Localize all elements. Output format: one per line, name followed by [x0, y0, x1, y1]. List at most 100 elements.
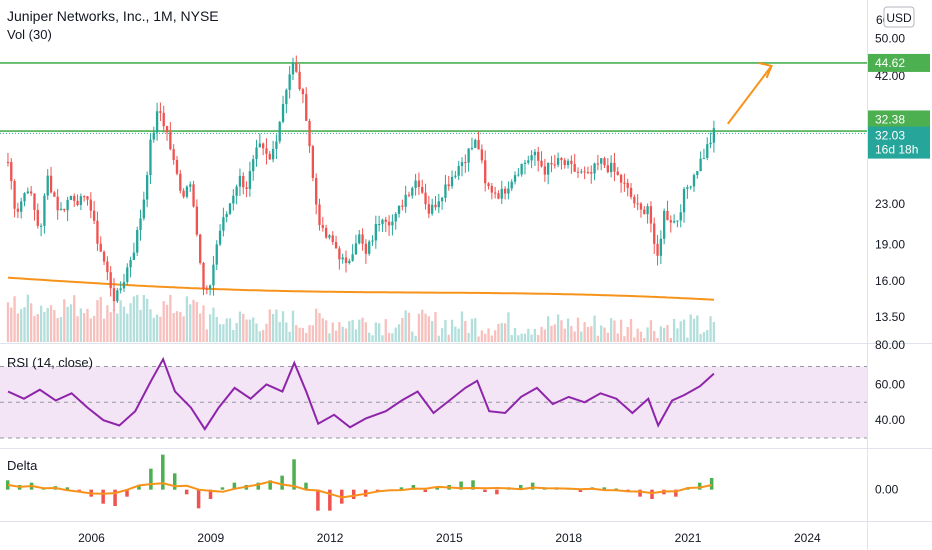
volume-bar	[205, 329, 208, 342]
candle-body	[126, 267, 129, 283]
volume-bar	[566, 318, 570, 342]
candle-body	[702, 157, 706, 159]
volume-bar	[371, 335, 374, 342]
candle-body	[503, 188, 507, 194]
delta-bar	[674, 489, 678, 497]
volume-bar	[149, 309, 152, 342]
volume-bar	[308, 325, 311, 342]
currency-button-label[interactable]: USD	[886, 11, 912, 25]
price-tick-label: 13.50	[875, 310, 905, 324]
volume-bar	[76, 316, 79, 342]
candle-body	[331, 235, 334, 242]
volume-bar	[666, 325, 669, 342]
delta-bar	[518, 485, 523, 490]
candle-body	[288, 74, 291, 90]
volume-bar	[450, 319, 454, 342]
candle-body	[540, 160, 543, 167]
volume-bar	[679, 321, 682, 342]
candle-body	[142, 199, 145, 219]
candle-body	[192, 184, 195, 207]
volume-bar	[222, 324, 225, 342]
candle-body	[556, 158, 560, 165]
volume-bar	[73, 295, 76, 342]
volume-bar	[550, 325, 553, 342]
volume-bar	[129, 303, 132, 342]
volume-bar	[606, 332, 609, 342]
candle-body	[238, 175, 242, 187]
volume-bar	[20, 309, 23, 342]
candle-body	[659, 238, 663, 256]
volume-bar	[162, 301, 165, 342]
volume-bar	[656, 338, 659, 342]
candle-body	[324, 227, 328, 238]
volume-bar	[165, 304, 169, 342]
candle-body	[507, 188, 510, 194]
delta-bar	[602, 487, 607, 490]
candle-body	[397, 205, 401, 214]
candle-body	[66, 199, 69, 211]
volume-bar	[596, 335, 600, 342]
volume-bar	[407, 312, 411, 342]
volume-bar	[212, 307, 215, 342]
candle-body	[145, 175, 149, 200]
candle-body	[348, 260, 351, 263]
volume-bar	[709, 316, 712, 342]
volume-bar	[633, 337, 636, 342]
time-axis: 2006 2009 2012 2015 2018 2021 2024	[78, 531, 821, 545]
volume-bar	[192, 299, 195, 342]
volume-bar	[540, 326, 543, 342]
volume-bar	[457, 328, 460, 342]
candle-body	[261, 143, 265, 149]
candle-body	[96, 220, 99, 244]
volume-bar	[281, 311, 285, 342]
currency-button[interactable]: USD	[883, 6, 915, 28]
volume-bar	[341, 326, 344, 342]
delta-bar	[256, 482, 261, 490]
candle-body	[341, 257, 344, 260]
volume-bar	[500, 323, 503, 342]
volume-bar	[387, 332, 391, 342]
candle-body	[480, 149, 484, 161]
volume-bar	[10, 307, 13, 342]
volume-bar	[348, 321, 351, 342]
candle-body	[318, 204, 321, 226]
candle-body	[338, 248, 341, 260]
candle-body	[281, 104, 285, 122]
candle-body	[457, 166, 460, 176]
volume-bar	[411, 331, 414, 342]
volume-series	[6, 294, 716, 342]
candle-body	[208, 285, 212, 289]
candle-body	[152, 132, 155, 140]
volume-bar	[361, 317, 364, 342]
candle-body	[643, 209, 646, 215]
candle-body	[43, 195, 46, 226]
volume-bar	[543, 329, 547, 342]
candle-body	[560, 158, 563, 161]
candle-body	[258, 143, 261, 148]
volume-bar	[195, 302, 199, 342]
candle-body	[600, 158, 603, 164]
volume-bar	[324, 320, 328, 342]
candle-body	[676, 220, 679, 222]
volume-bar	[556, 314, 560, 342]
time-tick-label: 2006	[78, 531, 105, 545]
delta-bar	[638, 489, 642, 497]
volume-bar	[26, 294, 29, 342]
volume-bar	[63, 299, 66, 342]
candle-body	[626, 182, 629, 188]
volume-bar	[639, 331, 643, 342]
volume-bar	[232, 329, 235, 342]
volume-bar	[102, 318, 106, 342]
volume-bar	[185, 296, 189, 342]
candle-body	[83, 196, 86, 198]
candle-body	[576, 171, 580, 173]
volume-bar	[301, 327, 305, 342]
delta-bar	[232, 482, 237, 490]
volume-bar	[626, 327, 629, 342]
candle-body	[162, 112, 165, 127]
volume-bar	[182, 316, 185, 342]
delta-bar	[304, 482, 308, 490]
volume-bar	[79, 308, 83, 342]
candle-body	[99, 243, 102, 252]
